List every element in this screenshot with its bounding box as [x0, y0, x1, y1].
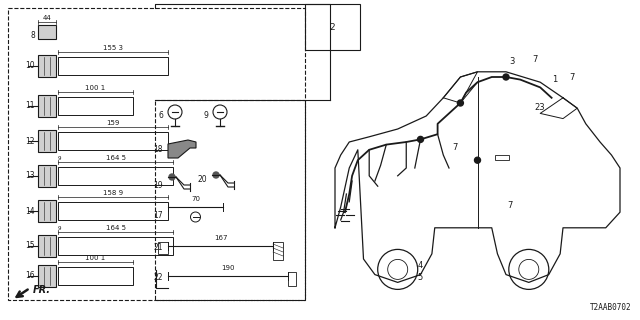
- Bar: [38, 95, 56, 117]
- Text: 22: 22: [154, 274, 163, 283]
- Bar: [273, 242, 283, 260]
- Circle shape: [503, 74, 509, 80]
- Polygon shape: [168, 140, 196, 158]
- Text: 23: 23: [534, 103, 545, 113]
- Text: 21: 21: [154, 244, 163, 252]
- Bar: [38, 200, 56, 222]
- Bar: [58, 267, 133, 285]
- Text: 10: 10: [26, 61, 35, 70]
- Text: 190: 190: [221, 265, 235, 271]
- Bar: [305, 4, 360, 50]
- Text: 16: 16: [26, 271, 35, 281]
- Bar: [38, 130, 56, 152]
- Text: 100 1: 100 1: [85, 255, 106, 261]
- Text: 9: 9: [58, 226, 61, 231]
- Text: 5: 5: [417, 274, 422, 283]
- Bar: [495, 155, 509, 160]
- Circle shape: [169, 174, 175, 180]
- Bar: [288, 272, 296, 286]
- Bar: [158, 242, 168, 254]
- Text: 1: 1: [552, 76, 557, 84]
- Text: 11: 11: [26, 101, 35, 110]
- Text: 6: 6: [158, 111, 163, 121]
- Text: 44: 44: [43, 15, 51, 21]
- Text: 8: 8: [30, 30, 35, 39]
- Text: 3: 3: [509, 58, 515, 67]
- Circle shape: [213, 172, 219, 178]
- Text: 70: 70: [191, 196, 200, 202]
- Text: 2: 2: [329, 22, 335, 31]
- Text: 20: 20: [197, 175, 207, 185]
- Text: 7: 7: [532, 55, 538, 65]
- Text: 9: 9: [58, 156, 61, 161]
- Text: FR.: FR.: [33, 285, 51, 295]
- Bar: [58, 57, 168, 75]
- Bar: [38, 25, 56, 39]
- Bar: [58, 202, 168, 220]
- Text: 13: 13: [26, 172, 35, 180]
- Bar: [155, 100, 305, 300]
- Bar: [8, 8, 305, 300]
- Text: 7: 7: [452, 143, 458, 153]
- Circle shape: [458, 100, 463, 106]
- Text: 17: 17: [154, 211, 163, 220]
- Text: 158 9: 158 9: [103, 190, 123, 196]
- Bar: [38, 235, 56, 257]
- Bar: [58, 237, 173, 255]
- Text: 4: 4: [417, 260, 422, 269]
- Text: 9: 9: [203, 111, 208, 121]
- Bar: [58, 97, 133, 115]
- Text: 14: 14: [26, 206, 35, 215]
- Text: T2AAB0702: T2AAB0702: [590, 303, 632, 312]
- Bar: [38, 265, 56, 287]
- Text: 164 5: 164 5: [106, 155, 125, 161]
- Text: 7: 7: [570, 74, 575, 83]
- Text: 167: 167: [214, 235, 227, 241]
- Bar: [58, 132, 168, 150]
- Text: 18: 18: [154, 146, 163, 155]
- Text: 15: 15: [26, 242, 35, 251]
- Text: 100 1: 100 1: [85, 85, 106, 91]
- Text: 159: 159: [106, 120, 120, 126]
- Bar: [38, 55, 56, 77]
- Circle shape: [417, 136, 424, 142]
- Text: 19: 19: [154, 180, 163, 189]
- Text: 12: 12: [26, 137, 35, 146]
- Text: 7: 7: [508, 201, 513, 210]
- Bar: [58, 167, 173, 185]
- Text: 164 5: 164 5: [106, 225, 125, 231]
- Text: 155 3: 155 3: [103, 45, 123, 51]
- Bar: [38, 165, 56, 187]
- Circle shape: [474, 157, 481, 163]
